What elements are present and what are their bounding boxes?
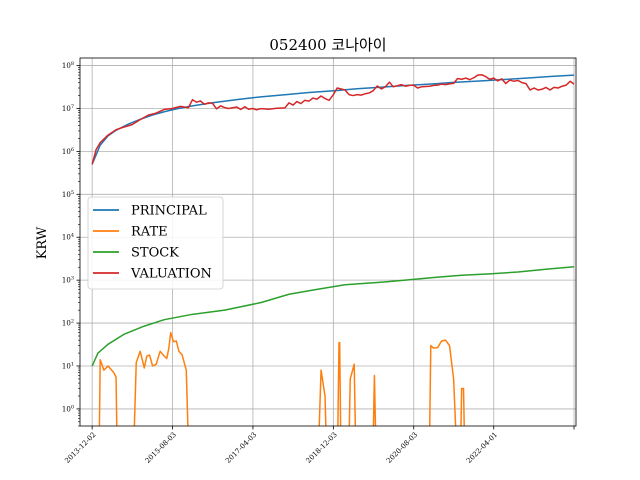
chart-title: 052400 코나아이 [269, 36, 386, 54]
y-tick-label: 101 [62, 362, 74, 371]
series-rate [98, 331, 465, 426]
series-line-valuation [91, 74, 575, 165]
legend-label-stock: STOCK [131, 246, 179, 261]
series-principal [91, 74, 575, 165]
series-line-rate [318, 369, 327, 426]
series-line-rate [337, 341, 342, 426]
series-line-rate [348, 363, 357, 426]
series-stock [91, 266, 575, 367]
legend-label-valuation: VALUATION [130, 267, 212, 282]
y-tick-label: 100 [62, 404, 74, 413]
series-line-principal [91, 74, 575, 165]
legend-label-rate: RATE [131, 225, 168, 240]
series-line-rate [372, 374, 377, 426]
legend: PRINCIPAL RATE STOCK VALUATION [87, 196, 224, 290]
series-valuation [91, 74, 575, 165]
legend-box [87, 196, 224, 290]
series-line-rate [460, 387, 465, 426]
series-line-stock [91, 266, 575, 367]
y-tick-label: 103 [62, 276, 74, 285]
y-axis-label: KRW [35, 226, 50, 259]
series-line-rate [98, 358, 118, 426]
series-line-rate [133, 331, 189, 426]
y-tick-label: 108 [62, 61, 74, 70]
y-tick-label: 105 [62, 190, 74, 199]
y-tick-label: 106 [62, 147, 74, 156]
plot-frame [79, 57, 577, 427]
series-line-rate [429, 339, 457, 426]
series-layer [91, 74, 575, 426]
y-tick-label: 104 [62, 233, 74, 242]
y-tick-label: 102 [62, 319, 74, 328]
y-tick-label: 107 [62, 104, 74, 113]
legend-label-principal: PRINCIPAL [131, 204, 207, 219]
